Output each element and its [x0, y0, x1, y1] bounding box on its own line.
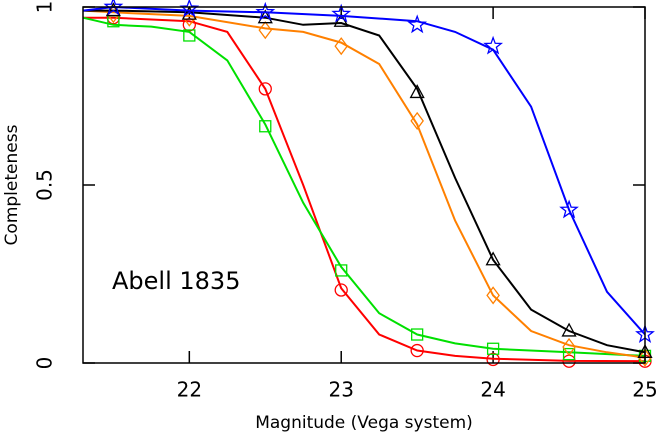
marker — [410, 343, 424, 358]
plot-frame — [82, 6, 646, 364]
marker — [486, 286, 500, 305]
curve — [82, 16, 646, 357]
marker — [559, 199, 579, 219]
curve — [82, 9, 646, 359]
marker — [331, 3, 352, 23]
marker — [334, 37, 349, 56]
y-axis-label: Completeness — [2, 124, 22, 245]
x-tick-label: 22 — [177, 378, 202, 402]
marker — [259, 120, 272, 133]
marker — [255, 1, 276, 21]
x-tick-label: 24 — [480, 378, 505, 402]
y-tick-label: 0.5 — [33, 169, 57, 201]
y-tick-label: 0 — [33, 357, 57, 370]
marker — [561, 322, 577, 337]
x-tick-label: 23 — [328, 378, 353, 402]
marker — [410, 111, 424, 131]
marker — [486, 352, 500, 367]
marker — [258, 82, 272, 96]
curve — [82, 5, 646, 336]
marker — [485, 251, 501, 266]
marker — [407, 14, 428, 34]
x-tick-label: 25 — [632, 378, 657, 402]
marker — [486, 342, 500, 355]
y-tick-label: 1 — [33, 1, 57, 14]
marker — [258, 21, 273, 40]
marker — [334, 283, 348, 297]
marker — [181, 5, 197, 20]
marker — [257, 9, 273, 24]
marker — [638, 348, 652, 367]
marker — [411, 328, 424, 341]
marker — [562, 337, 576, 357]
marker — [562, 347, 576, 361]
marker — [409, 84, 425, 99]
x-axis-label: Magnitude (Vega system) — [255, 413, 473, 433]
marker — [335, 264, 348, 277]
marker — [179, 0, 200, 18]
marker — [103, 0, 124, 16]
marker — [183, 29, 196, 42]
marker — [483, 35, 504, 55]
annotation: Abell 1835 — [112, 267, 240, 295]
curve — [83, 9, 646, 354]
